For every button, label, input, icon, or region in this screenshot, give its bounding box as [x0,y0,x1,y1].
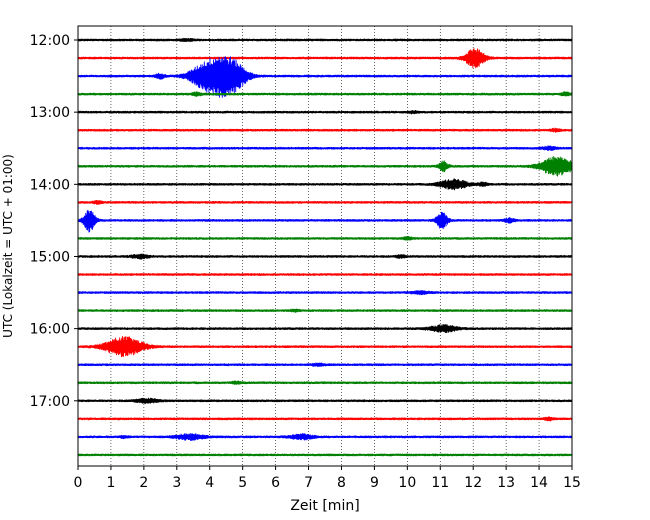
trace-1315 [77,127,573,133]
trace-1630 [77,362,573,367]
trace-1230 [77,56,573,98]
x-tick-label: 0 [74,475,83,491]
x-tick-label: 1 [106,475,115,491]
trace-1300 [77,109,573,115]
x-tick-label: 13 [497,475,515,491]
trace-1515 [77,273,573,276]
trace-1615 [77,336,573,358]
trace-1700 [77,397,573,404]
x-tick-label: 8 [337,475,346,491]
traces [77,37,573,457]
x-axis-label: Zeit [min] [290,498,359,514]
trace-1400 [77,178,573,191]
trace-1445 [77,235,573,241]
trace-1645 [77,380,573,385]
trace-1245 [77,91,573,97]
trace-1345 [77,156,573,177]
trace-1500 [77,253,573,260]
y-tick-label: 17:00 [30,394,70,410]
x-tick-label: 2 [139,475,148,491]
x-tick-label: 14 [530,475,548,491]
trace-1215 [77,48,573,69]
x-tick-label: 9 [370,475,379,491]
trace-1730 [77,433,573,441]
y-axis-label: UTC (Lokalzeit = UTC + 01:00) [1,154,15,338]
trace-1545 [77,308,573,313]
x-tick-label: 6 [271,475,280,491]
x-tick-label: 3 [172,475,181,491]
trace-1530 [77,290,573,296]
trace-1330 [77,145,573,151]
y-tick-label: 16:00 [30,322,70,338]
trace-1430 [77,209,573,233]
y-tick-label: 15:00 [30,249,70,265]
x-axis: 0 1 2 3 4 5 6 7 8 9 10 11 12 13 14 15 [74,466,581,491]
trace-1715 [77,416,573,422]
y-tick-label: 12:00 [30,33,70,49]
trace-1745 [77,453,573,457]
trace-1415 [77,199,573,205]
x-tick-label: 7 [304,475,313,491]
trace-1200 [77,37,573,43]
y-tick-label: 13:00 [30,105,70,121]
y-tick-label: 14:00 [30,177,70,193]
trace-1600 [77,324,573,334]
y-axis: 12:00 13:00 14:00 15:00 16:00 17:00 [30,33,78,410]
x-tick-label: 10 [398,475,416,491]
x-tick-label: 12 [464,475,482,491]
grid-lines [110,26,540,466]
x-tick-label: 11 [431,475,449,491]
x-tick-label: 4 [205,475,214,491]
plot-frame [77,25,573,467]
x-tick-label: 15 [563,475,581,491]
x-tick-label: 5 [238,475,247,491]
